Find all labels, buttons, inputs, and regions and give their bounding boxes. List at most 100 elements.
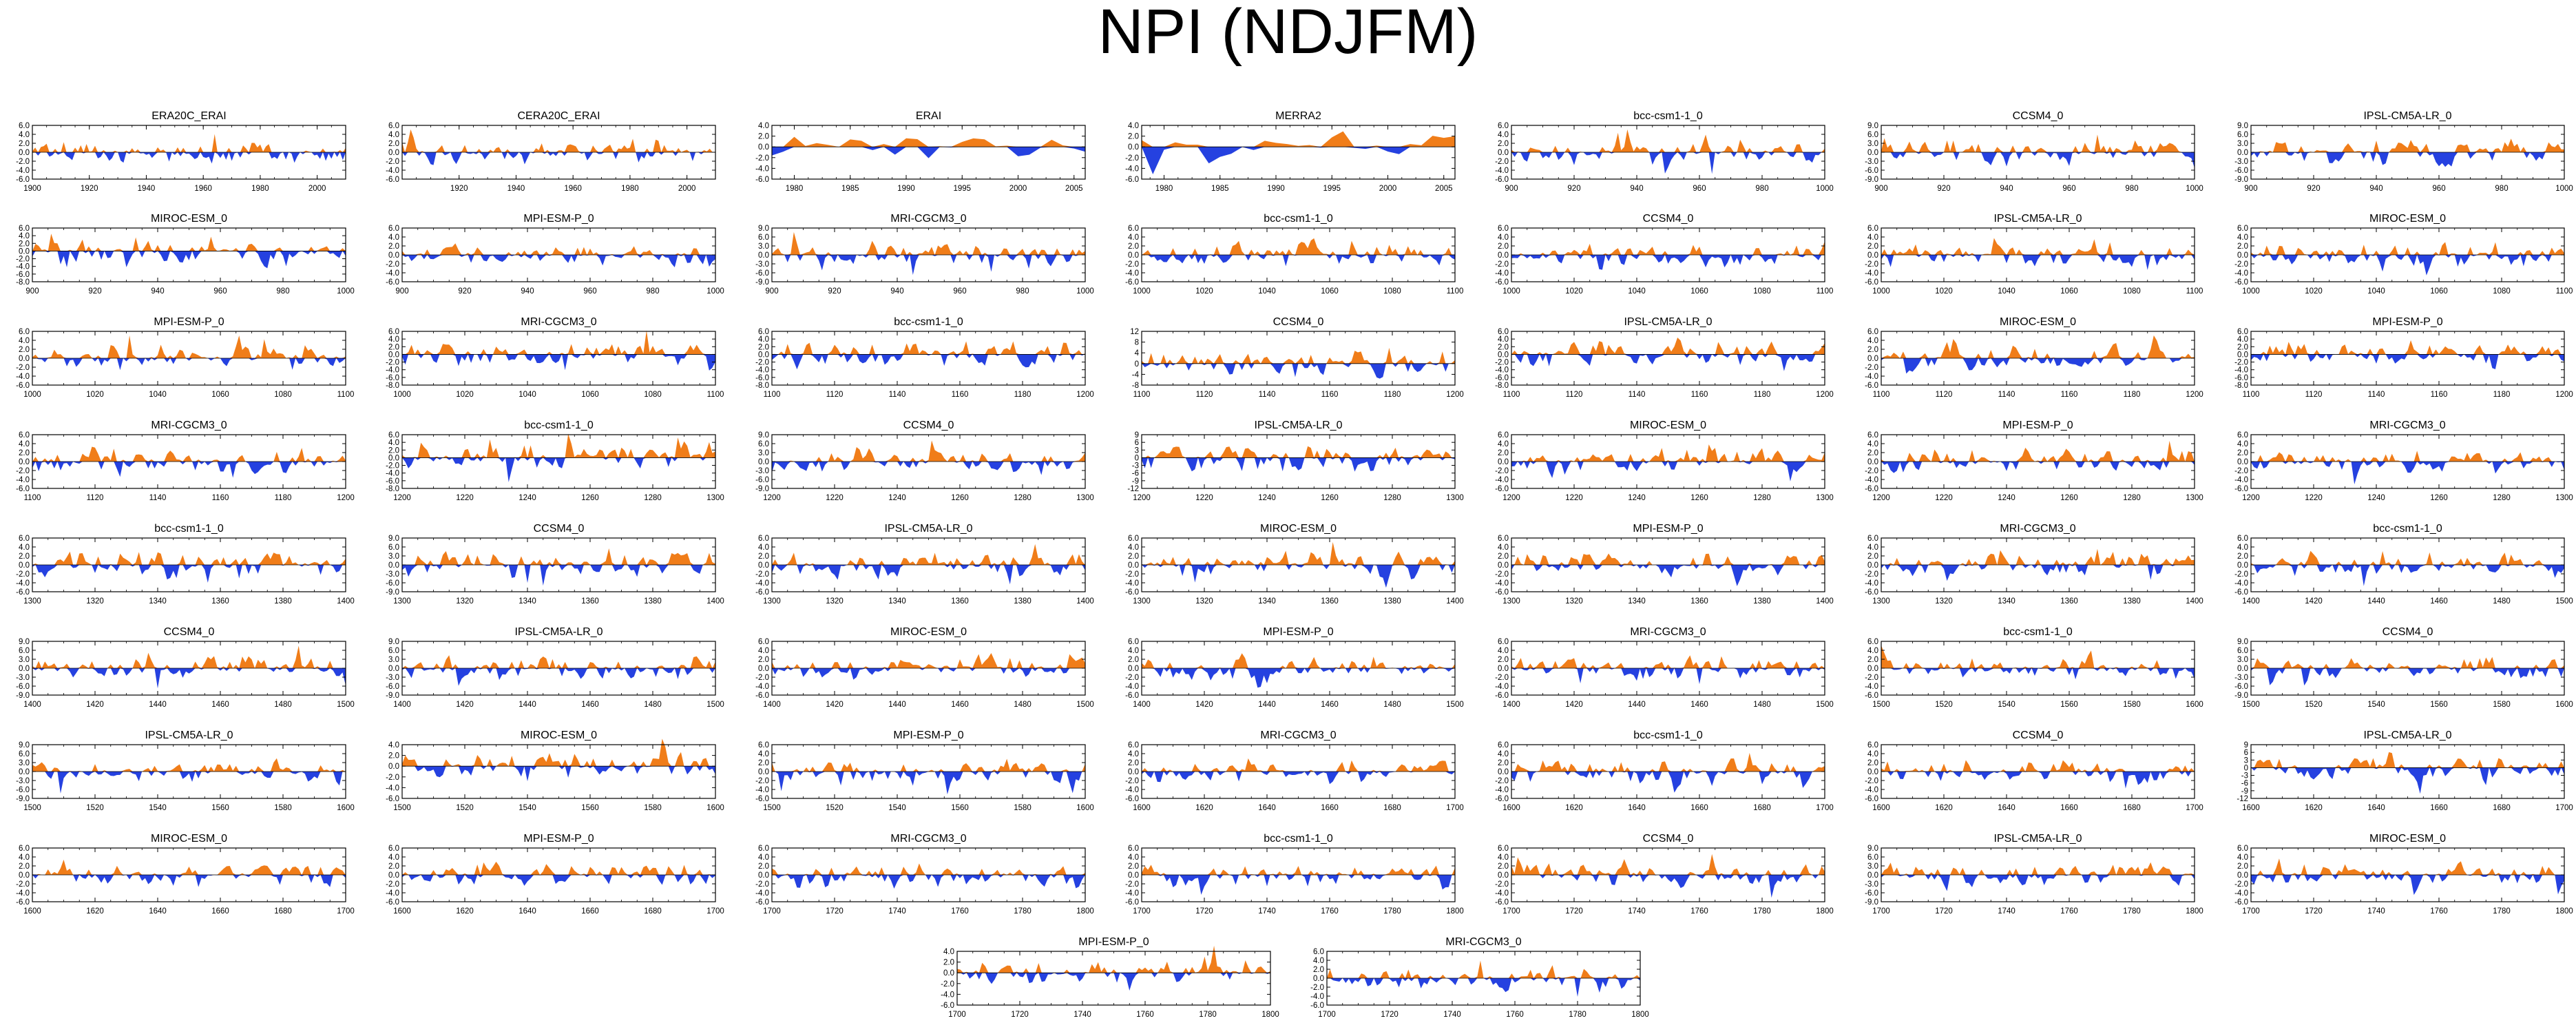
panel-title: IPSL-CM5A-LR_0 — [1624, 316, 1712, 328]
x-tick-label: 1420 — [2305, 597, 2323, 606]
x-tick-label: 1100 — [2186, 287, 2203, 296]
x-tick-label: 1140 — [2368, 391, 2385, 399]
x-tick-label: 1500 — [1816, 701, 1834, 709]
positive-area — [402, 243, 715, 255]
y-tick-label: -3 — [2241, 772, 2248, 780]
y-tick-label: 4.0 — [1128, 647, 1139, 655]
y-tick-label: 6.0 — [19, 225, 30, 233]
y-tick-label: -6.0 — [2234, 898, 2248, 907]
negative-area — [32, 358, 346, 371]
y-tick-label: -6.0 — [1125, 898, 1139, 907]
positive-area — [402, 861, 715, 875]
y-tick-label: -2.0 — [1495, 158, 1509, 166]
x-tick-label: 1440 — [519, 701, 536, 709]
y-tick-label: -9.0 — [2234, 176, 2248, 184]
x-tick-label: 1980 — [1155, 185, 1173, 193]
y-tick-label: 4.0 — [1867, 440, 1878, 448]
y-tick-label: 6.0 — [1128, 845, 1139, 853]
y-tick-label: 6.0 — [2237, 328, 2248, 336]
panel-title: ERAI — [916, 110, 941, 122]
panel-title: MIROC-ESM_0 — [151, 833, 227, 845]
x-tick-label: 920 — [458, 287, 471, 296]
positive-area — [402, 548, 715, 565]
x-tick-label: 1600 — [337, 804, 355, 812]
x-tick-label: 1380 — [1753, 597, 1771, 606]
y-tick-label: 6.0 — [19, 431, 30, 440]
x-tick-label: 1260 — [1690, 494, 1708, 502]
y-tick-label: 6.0 — [19, 122, 30, 130]
x-tick-label: 1460 — [951, 701, 969, 709]
y-tick-label: -4.0 — [1495, 786, 1509, 794]
negative-area — [1511, 462, 1825, 482]
x-tick-label: 1700 — [1133, 907, 1151, 916]
x-tick-label: 1020 — [1565, 287, 1583, 296]
negative-area — [1881, 152, 2195, 168]
x-tick-label: 2000 — [1009, 185, 1027, 193]
negative-area — [2251, 255, 2564, 276]
y-tick-label: -3 — [1132, 462, 1139, 471]
y-tick-label: -6.0 — [1495, 588, 1509, 597]
x-tick-label: 900 — [1874, 185, 1887, 193]
x-tick-label: 1700 — [1502, 907, 1520, 916]
y-tick-label: 4.0 — [1867, 544, 1878, 552]
negative-area — [32, 152, 346, 164]
positive-area — [1881, 238, 2195, 255]
panel-title: MPI-ESM-P_0 — [2002, 420, 2073, 431]
panel-42: IPSL-CM5A-LR_09.06.03.00.0-3.0-6.0-9.015… — [16, 730, 355, 812]
panel-30: IPSL-CM5A-LR_06.04.02.00.0-2.0-4.0-6.013… — [755, 523, 1094, 606]
x-tick-label: 1620 — [86, 907, 104, 916]
negative-area — [402, 668, 715, 686]
y-tick-label: 4.0 — [1867, 234, 1878, 242]
x-tick-label: 1300 — [1446, 494, 1464, 502]
y-tick-label: 6.0 — [1867, 854, 1878, 862]
panel-title: CCSM4_0 — [1273, 316, 1324, 328]
x-tick-label: 1040 — [1998, 287, 2015, 296]
positive-area — [957, 945, 1270, 973]
y-tick-label: 2.0 — [1867, 759, 1878, 767]
y-tick-label: 4.0 — [1867, 647, 1878, 655]
positive-area — [402, 738, 715, 767]
y-tick-label: -2.0 — [1865, 674, 1878, 682]
y-tick-label: -3.0 — [386, 674, 399, 682]
y-tick-label: -6.0 — [1865, 588, 1878, 597]
x-tick-label: 960 — [213, 287, 227, 296]
y-tick-label: 3 — [2244, 756, 2248, 765]
x-tick-label: 1440 — [149, 701, 167, 709]
panel-3: MERRA2 4.0 2.0 0.0 -2.0 -4.0 -6.0 1980 1985 1990 1… — [1125, 110, 1456, 193]
negative-area — [402, 875, 715, 886]
positive-area — [772, 341, 1085, 355]
y-tick-label: -4 — [1132, 371, 1140, 379]
y-tick-label: 4.0 — [1867, 750, 1878, 758]
y-tick-label: 2.0 — [2237, 343, 2248, 351]
panel-title: MRI-CGCM3_0 — [1630, 626, 1706, 638]
y-tick-label: 4.0 — [1498, 440, 1509, 448]
x-tick-label: 1680 — [274, 907, 292, 916]
y-tick-label: 2.0 — [1867, 242, 1878, 251]
y-tick-label: -6.0 — [755, 374, 769, 382]
y-tick-label: -6.0 — [755, 898, 769, 907]
y-tick-label: 4.0 — [19, 854, 30, 862]
y-tick-label: -4.0 — [16, 373, 30, 381]
negative-area — [1511, 152, 1825, 174]
positive-area — [1511, 444, 1825, 462]
y-tick-label: 6.0 — [1498, 638, 1509, 646]
positive-area — [2251, 340, 2564, 355]
y-tick-label: 2.0 — [1128, 656, 1139, 664]
x-tick-label: 1040 — [149, 391, 167, 399]
x-tick-label: 1180 — [2124, 391, 2141, 399]
x-tick-label: 1000 — [1133, 287, 1151, 296]
x-tick-label: 1580 — [2493, 701, 2511, 709]
y-tick-label: 6.0 — [1867, 638, 1878, 646]
y-tick-label: 2.0 — [2237, 552, 2248, 561]
x-tick-label: 1040 — [1628, 287, 1646, 296]
x-tick-label: 1680 — [1383, 804, 1401, 812]
y-tick-label: -6.0 — [1125, 795, 1139, 803]
positive-area — [2251, 752, 2564, 768]
y-tick-label: 0.0 — [1867, 871, 1878, 880]
panel-title: MIROC-ESM_0 — [890, 626, 967, 638]
x-tick-label: 1360 — [211, 597, 229, 606]
y-tick-label: 6.0 — [758, 845, 769, 853]
x-tick-label: 920 — [2307, 185, 2320, 193]
